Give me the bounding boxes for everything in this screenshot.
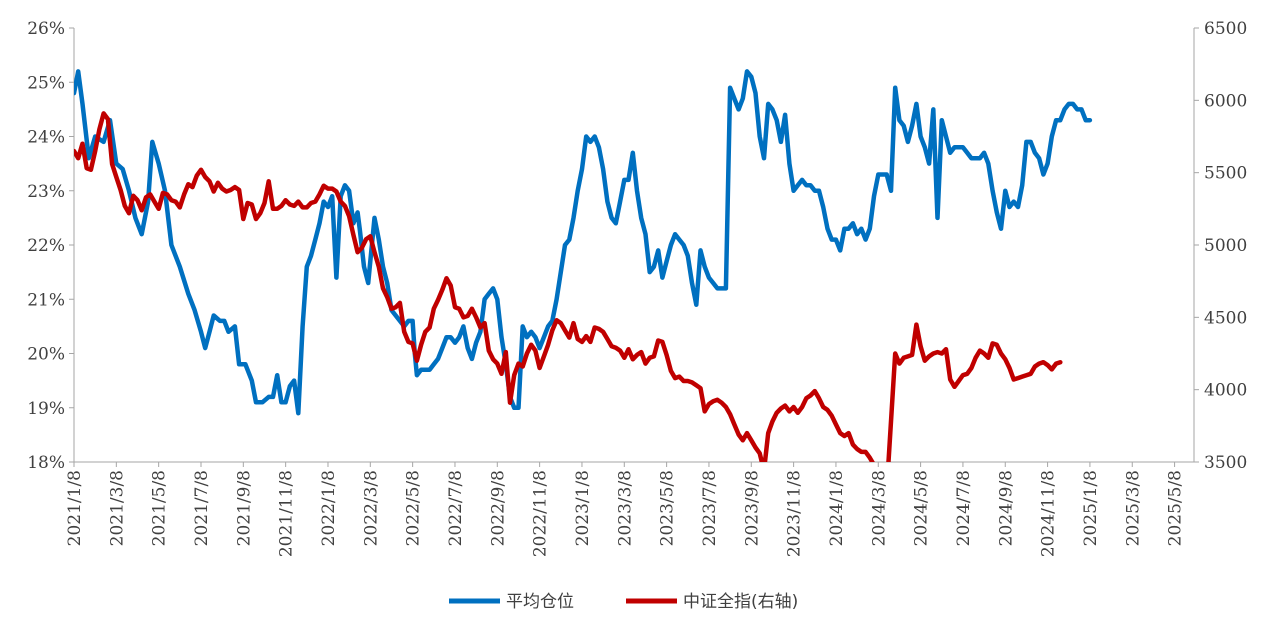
x-tick-label: 2023/1/8	[573, 470, 593, 546]
x-tick-label: 2025/3/8	[1123, 470, 1143, 546]
right-tick-label: 6500	[1204, 19, 1247, 39]
x-tick-label: 2022/7/8	[446, 470, 466, 546]
x-tick-label: 2023/3/8	[615, 470, 635, 546]
right-tick-label: 4000	[1204, 381, 1247, 401]
series-line-avg-position	[74, 69, 1093, 416]
left-tick-label: 20%	[27, 345, 65, 365]
right-tick-label: 4500	[1204, 308, 1247, 328]
x-tick-label: 2024/7/8	[954, 470, 974, 546]
x-tick-label: 2021/3/8	[107, 470, 127, 546]
x-tick-label: 2022/9/8	[488, 470, 508, 546]
x-tick-label: 2022/1/8	[319, 470, 339, 546]
x-tick-label: 2025/5/8	[1166, 470, 1186, 546]
left-tick-label: 25%	[27, 73, 65, 93]
x-tick-label: 2022/5/8	[404, 470, 424, 546]
right-tick-label: 5500	[1204, 164, 1247, 184]
x-tick-label: 2022/3/8	[361, 470, 381, 546]
x-tick-label: 2023/7/8	[700, 470, 720, 546]
right-axis-ticks: 3500 4000 4500 5000 5500 6000 6500	[1194, 19, 1247, 473]
x-tick-label: 2024/1/8	[827, 470, 847, 546]
left-tick-label: 21%	[27, 290, 65, 310]
x-tick-label: 2021/7/8	[192, 470, 212, 546]
x-tick-label: 2024/3/8	[869, 470, 889, 546]
axes	[73, 28, 1195, 463]
legend: 平均仓位 中证全指(右轴)	[449, 592, 798, 612]
series-line-csi-all-share	[74, 111, 1063, 462]
x-tick-label: 2024/5/8	[912, 470, 932, 546]
left-tick-label: 22%	[27, 236, 65, 256]
x-tick-label: 2024/11/8	[1039, 470, 1059, 557]
x-tick-label: 2024/9/8	[996, 470, 1016, 546]
left-tick-label: 26%	[27, 19, 65, 39]
right-tick-label: 5000	[1204, 236, 1247, 256]
right-tick-label: 3500	[1204, 453, 1247, 473]
x-axis-ticks: 2021/1/8 2021/3/8 2021/5/8 2021/7/8 2021/9/8…	[65, 462, 1186, 557]
x-tick-label: 2025/1/8	[1081, 470, 1101, 546]
legend-label-position: 平均仓位	[506, 592, 574, 612]
x-tick-label: 2023/11/8	[785, 470, 805, 557]
left-tick-label: 23%	[27, 182, 65, 202]
x-tick-label: 2021/9/8	[234, 470, 254, 546]
left-axis-ticks: 18% 19% 20% 21% 22% 23% 24% 25% 26%	[27, 19, 74, 473]
legend-label-index: 中证全指(右轴)	[683, 592, 798, 612]
x-tick-label: 2021/1/8	[65, 470, 85, 546]
left-tick-label: 24%	[27, 128, 65, 148]
left-tick-label: 18%	[27, 453, 65, 473]
x-tick-label: 2021/5/8	[150, 470, 170, 546]
x-tick-label: 2023/9/8	[742, 470, 762, 546]
right-tick-label: 6000	[1204, 91, 1247, 111]
x-tick-label: 2021/11/8	[277, 470, 297, 557]
x-tick-label: 2023/5/8	[658, 470, 678, 546]
left-tick-label: 19%	[27, 399, 65, 419]
x-tick-label: 2022/11/8	[531, 470, 551, 557]
series-layer	[74, 69, 1093, 462]
